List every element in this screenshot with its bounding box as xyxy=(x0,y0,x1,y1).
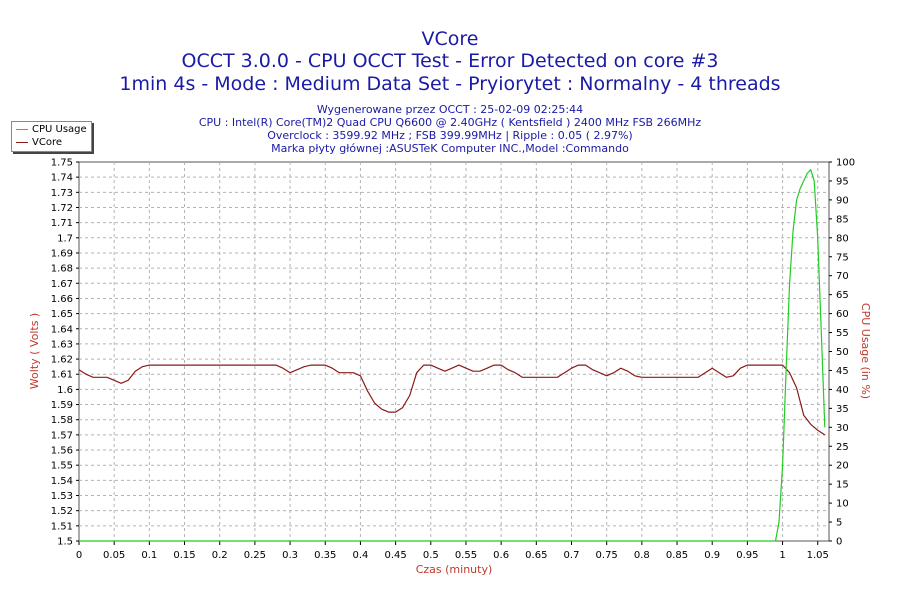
y-tick-label: 1.53 xyxy=(51,491,73,502)
y2-tick-label: 40 xyxy=(836,385,849,396)
y-tick-label: 1.74 xyxy=(51,173,73,184)
y2-tick-label: 55 xyxy=(836,328,849,339)
y-tick-label: 1.73 xyxy=(51,188,73,199)
y-tick-label: 1.6 xyxy=(57,385,73,396)
y2-tick-label: 95 xyxy=(836,176,849,187)
y2-axis-ticks: 0 5 10 15 20 25 30 35 40 45 50 55 60 65 70 75 80 85 90 95 10… xyxy=(829,158,855,548)
x-tick-label: 0.35 xyxy=(314,550,336,561)
y-tick-label: 1.68 xyxy=(51,264,73,275)
x-tick-label: 0.15 xyxy=(173,550,195,561)
y2-tick-label: 85 xyxy=(836,214,849,225)
y-axis-ticks: 1.5 1.51 1.52 1.53 1.54 1.55 1.56 1.57 1.58 1.59 1… xyxy=(51,158,79,548)
y-tick-label: 1.7 xyxy=(57,233,73,244)
y-axis-label: Wolty ( Volts ) xyxy=(28,313,41,389)
y2-tick-label: 20 xyxy=(836,461,849,472)
x-tick-label: 0.75 xyxy=(596,550,618,561)
x-tick-label: 0.9 xyxy=(704,550,720,561)
x-tick-label: 0.5 xyxy=(423,550,439,561)
info-cpu: CPU : Intel(R) Core(TM)2 Quad CPU Q6600 … xyxy=(198,116,702,129)
x-axis-label: Czas (minuty) xyxy=(416,563,493,576)
y-tick-label: 1.66 xyxy=(51,294,73,305)
y-tick-label: 1.5 xyxy=(57,537,73,548)
y2-tick-label: 45 xyxy=(836,366,849,377)
y-tick-label: 1.64 xyxy=(51,324,73,335)
info-generated: Wygenerowane przez OCCT : 25-02-09 02:25… xyxy=(316,103,584,116)
y-tick-label: 1.59 xyxy=(51,400,73,411)
info-motherboard: Marka płyty głównej :ASUSTeK Computer IN… xyxy=(271,142,629,155)
y-tick-label: 1.58 xyxy=(51,415,73,426)
y-tick-label: 1.67 xyxy=(51,279,73,290)
x-tick-label: 0.1 xyxy=(141,550,157,561)
x-tick-label: 0.25 xyxy=(244,550,266,561)
chart-legend: CPU Usage VCore xyxy=(11,121,92,152)
x-tick-label: 0.65 xyxy=(525,550,547,561)
x-tick-label: 1.05 xyxy=(807,550,829,561)
y2-tick-label: 90 xyxy=(836,195,849,206)
x-tick-label: 0.8 xyxy=(634,550,650,561)
x-tick-label: 0.7 xyxy=(564,550,580,561)
y-tick-label: 1.57 xyxy=(51,430,73,441)
grid-lines xyxy=(79,162,829,541)
x-tick-label: 0.45 xyxy=(384,550,406,561)
series-lines xyxy=(78,169,826,542)
chart-subtitle-test: OCCT 3.0.0 - CPU OCCT Test - Error Detec… xyxy=(181,50,719,72)
y2-tick-label: 60 xyxy=(836,309,849,320)
y2-tick-label: 50 xyxy=(836,347,849,358)
plot-area xyxy=(78,161,830,542)
y-tick-label: 1.55 xyxy=(51,461,73,472)
x-tick-label: 1 xyxy=(779,550,785,561)
y2-tick-label: 100 xyxy=(836,158,855,169)
y-tick-label: 1.72 xyxy=(51,203,73,214)
x-tick-label: 0.6 xyxy=(493,550,509,561)
y2-axis-label: CPU Usage (in %) xyxy=(859,303,872,399)
x-tick-label: 0.2 xyxy=(212,550,228,561)
y2-tick-label: 75 xyxy=(836,252,849,263)
legend-item-cpu-usage: CPU Usage xyxy=(16,124,87,137)
y-tick-label: 1.65 xyxy=(51,309,73,320)
x-tick-label: 0.55 xyxy=(455,550,477,561)
y2-tick-label: 70 xyxy=(836,271,849,282)
x-tick-label: 0.95 xyxy=(736,550,758,561)
y-tick-label: 1.52 xyxy=(51,506,73,517)
x-tick-label: 0.85 xyxy=(666,550,688,561)
y-tick-label: 1.54 xyxy=(51,476,73,487)
series-line-vcore xyxy=(78,364,826,436)
y2-tick-label: 80 xyxy=(836,233,849,244)
x-tick-label: 0.3 xyxy=(282,550,298,561)
y2-tick-label: 0 xyxy=(836,537,842,548)
y2-tick-label: 5 xyxy=(836,518,842,529)
y2-tick-label: 35 xyxy=(836,404,849,415)
legend-label-cpu-usage: CPU Usage xyxy=(32,124,87,135)
y2-tick-label: 25 xyxy=(836,442,849,453)
y-tick-label: 1.62 xyxy=(51,355,73,366)
y-tick-label: 1.63 xyxy=(51,339,73,350)
y-tick-label: 1.71 xyxy=(51,218,73,229)
y2-tick-label: 30 xyxy=(836,423,849,434)
legend-swatch-vcore xyxy=(16,141,28,143)
legend-item-vcore: VCore xyxy=(16,137,62,150)
series-line-cpu-usage xyxy=(79,169,826,542)
legend-swatch-cpu-usage xyxy=(16,128,28,130)
x-tick-label: 0.05 xyxy=(103,550,125,561)
y-tick-label: 1.75 xyxy=(51,158,73,169)
y2-tick-label: 15 xyxy=(836,480,849,491)
x-tick-label: 0 xyxy=(76,550,82,561)
y-tick-label: 1.69 xyxy=(51,248,73,259)
chart-title: VCore xyxy=(421,28,479,50)
y2-tick-label: 65 xyxy=(836,290,849,301)
y-tick-label: 1.51 xyxy=(51,521,73,532)
chart-subtitle-mode: 1min 4s - Mode : Medium Data Set - Pryio… xyxy=(119,73,781,95)
info-overclock: Overclock : 3599.92 MHz ; FSB 399.99MHz … xyxy=(267,129,633,142)
x-tick-label: 0.4 xyxy=(352,550,368,561)
y-tick-label: 1.61 xyxy=(51,370,73,381)
y-tick-label: 1.56 xyxy=(51,446,73,457)
x-axis-ticks: 0 0.05 0.1 0.15 0.2 0.25 0.3 0.35 0.4 0.45 0.5 0.55… xyxy=(76,541,829,561)
y2-tick-label: 10 xyxy=(836,499,849,510)
legend-label-vcore: VCore xyxy=(32,137,62,148)
